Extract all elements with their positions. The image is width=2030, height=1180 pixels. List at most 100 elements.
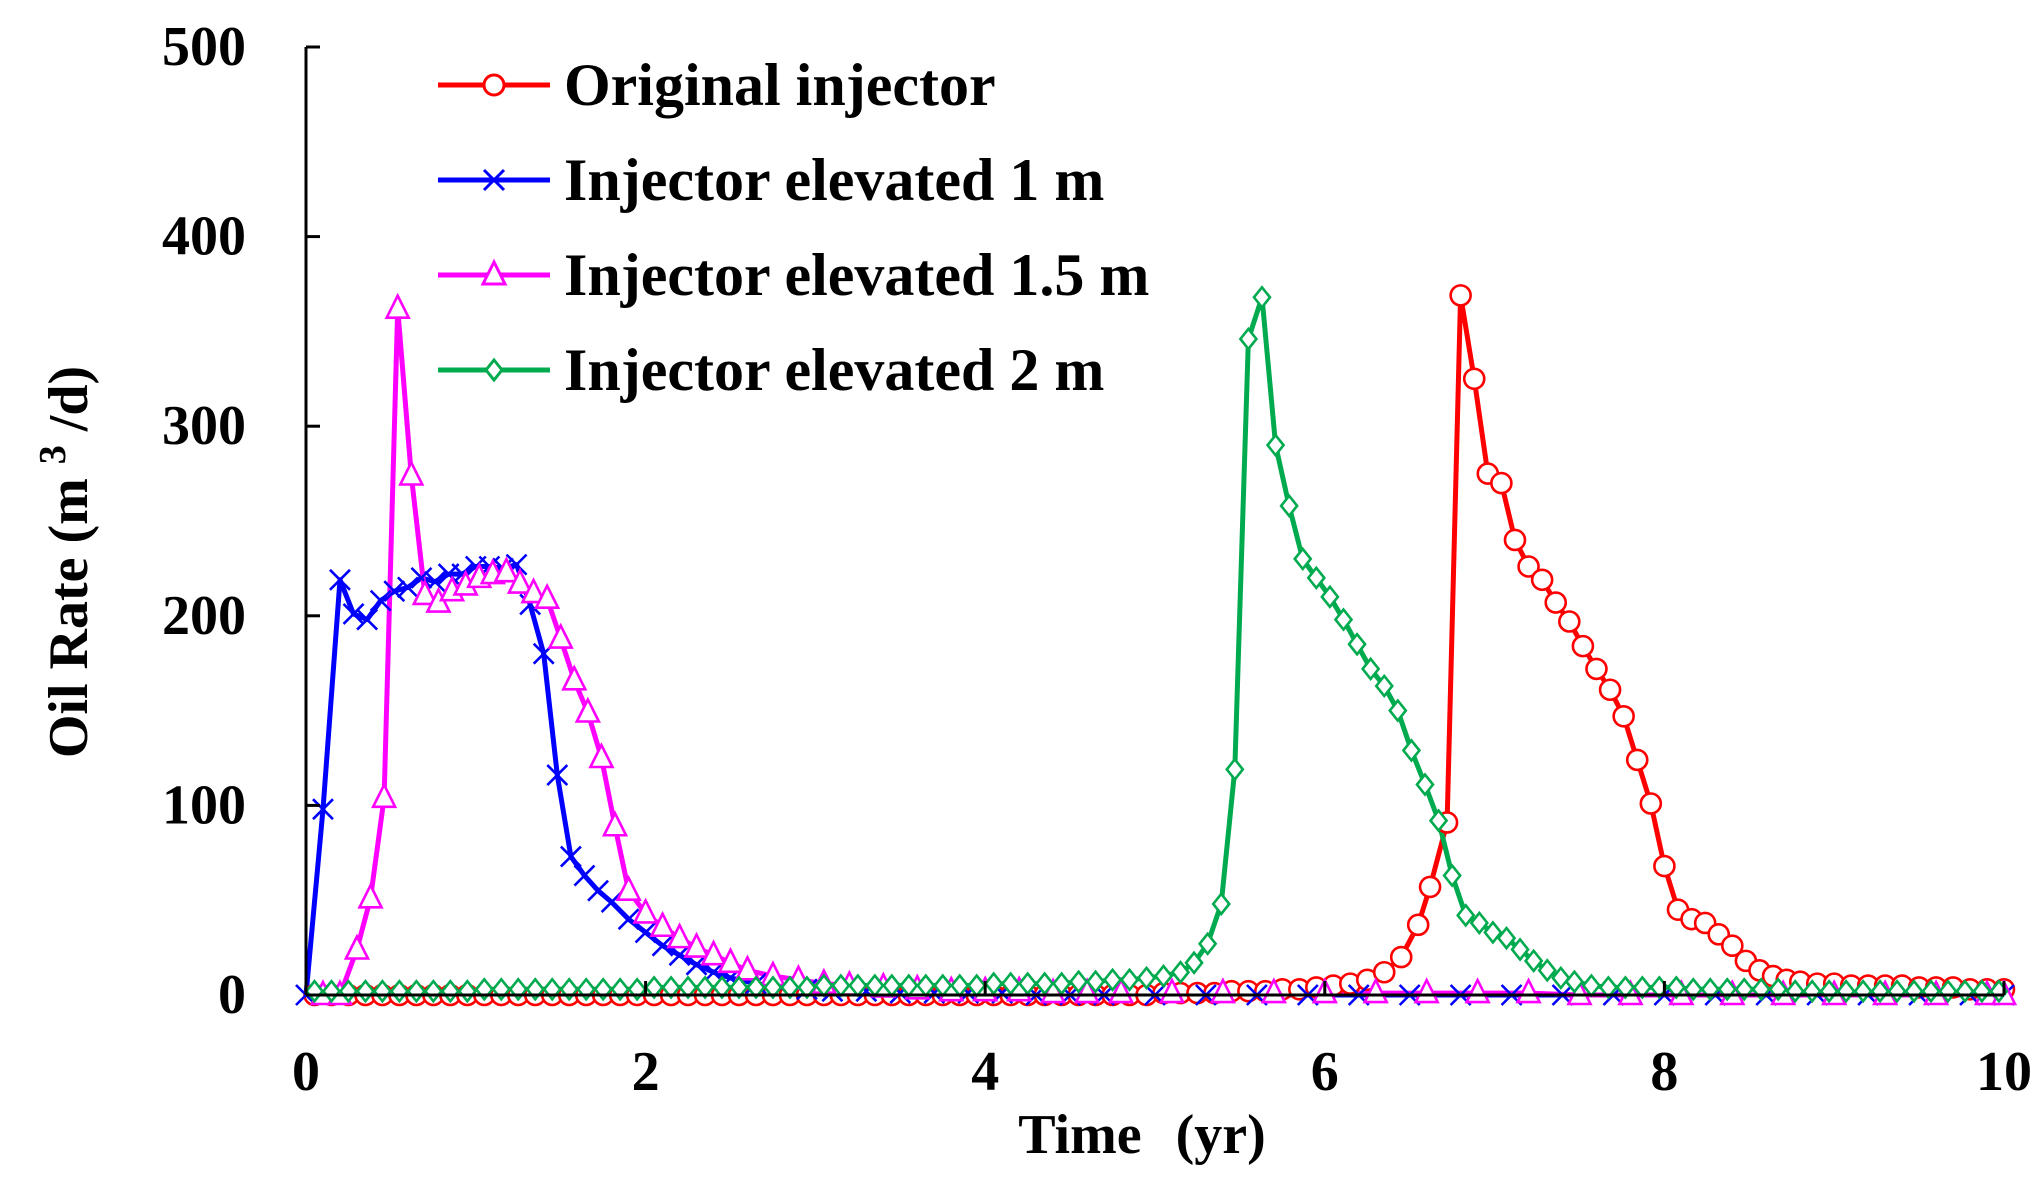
data-point-diamond	[1666, 975, 1686, 1000]
data-point-diamond	[1374, 673, 1394, 699]
data-point-triangle	[1209, 977, 1237, 1004]
data-point-diamond	[1293, 546, 1313, 572]
data-point-triangle	[1515, 977, 1542, 1004]
y-tick-label: 500	[162, 16, 246, 78]
data-point-x	[482, 168, 506, 192]
data-point-diamond	[1632, 975, 1652, 1000]
axes: 0 100 200 300 400 500 0 2 4 6 8 10	[162, 16, 2030, 1103]
data-point-diamond	[1469, 910, 1489, 936]
x-tick-label: 4	[971, 1041, 999, 1103]
data-point-diamond	[1564, 969, 1585, 994]
data-point-triangle	[371, 781, 398, 809]
data-point-triangle	[683, 931, 710, 958]
data-point-diamond	[1523, 948, 1544, 973]
data-point-diamond	[678, 975, 698, 1000]
data-point-diamond	[644, 975, 664, 1000]
data-point-diamond	[1265, 433, 1286, 458]
data-point-circle	[1625, 748, 1649, 772]
data-point-circle	[1544, 591, 1568, 614]
data-point-diamond	[797, 975, 817, 1000]
data-point-diamond	[1551, 965, 1571, 991]
legend: Original injector Injector elevated 1 m In…	[438, 52, 1149, 403]
legend-item-1: Original injector	[438, 52, 996, 118]
x-axis-unit: (yr)	[1176, 1104, 1266, 1166]
data-point-triangle	[1362, 977, 1389, 1004]
data-point-diamond	[763, 975, 783, 1000]
data-point-x	[685, 953, 708, 976]
legend-item-2: Injector elevated 1 m	[438, 147, 1104, 213]
data-point-triangle	[1464, 977, 1491, 1004]
data-point-circle	[1530, 568, 1554, 592]
legend-label: Injector elevated 1 m	[564, 147, 1104, 213]
data-point-diamond	[1615, 975, 1636, 1000]
data-point-triangle	[343, 933, 371, 960]
x-tick-label: 0	[292, 1041, 320, 1103]
data-point-x	[651, 934, 674, 957]
data-point-triangle	[561, 664, 588, 691]
data-point-x	[559, 845, 582, 868]
data-point-diamond	[1510, 937, 1530, 962]
data-point-x	[410, 566, 433, 589]
y-tick-label: 400	[162, 206, 246, 268]
y-axis-label-suffix: /d)	[38, 366, 100, 432]
data-point-diamond	[484, 357, 504, 383]
data-point-diamond	[1184, 950, 1204, 975]
x-ticks: 0 2 4 6 8 10	[292, 981, 2030, 1103]
data-point-diamond	[1279, 493, 1299, 518]
data-point-triangle	[1413, 977, 1440, 1004]
y-tick-label: 300	[162, 395, 246, 457]
series-markers	[295, 284, 2018, 1007]
data-point-diamond	[1102, 967, 1123, 992]
data-point-x	[587, 879, 609, 902]
data-point-triangle	[411, 579, 438, 606]
data-point-x	[634, 921, 657, 944]
data-point-circle	[1462, 367, 1486, 391]
data-point-diamond	[695, 975, 715, 1000]
y-tick-label: 200	[162, 585, 246, 647]
data-point-triangle	[384, 292, 411, 319]
data-point-circle	[1598, 678, 1622, 702]
data-point-x	[383, 580, 406, 603]
data-point-triangle	[717, 946, 744, 974]
data-point-triangle	[649, 910, 676, 938]
data-point-circle	[1490, 471, 1513, 495]
y-axis-label-sup: 3	[32, 445, 74, 464]
data-point-diamond	[1197, 931, 1218, 956]
x-tick-label: 6	[1311, 1041, 1339, 1103]
legend-item-4: Injector elevated 2 m	[438, 337, 1104, 403]
data-point-circle	[1418, 875, 1442, 899]
x-axis-label: Time	[1018, 1104, 1141, 1166]
data-point-diamond	[661, 975, 681, 1000]
data-point-triangle	[493, 556, 520, 583]
data-point-circle	[1612, 704, 1635, 728]
x-tick-label: 2	[632, 1041, 660, 1103]
data-point-diamond	[780, 975, 800, 1000]
data-point-triangle	[1073, 977, 1101, 1004]
data-point-diamond	[1238, 326, 1259, 352]
data-point-diamond	[1388, 698, 1408, 723]
data-point-diamond	[1119, 967, 1140, 992]
data-point-x	[600, 891, 623, 914]
data-point-diamond	[1598, 975, 1619, 1000]
y-axis-title: Oil Rate (m 3 /d)	[16, 366, 100, 758]
data-point-diamond	[1537, 958, 1557, 983]
y-ticks: 0 100 200 300 400 500	[162, 16, 320, 1026]
data-point-triangle	[574, 696, 601, 723]
data-point-diamond	[1306, 565, 1326, 590]
data-point-diamond	[1428, 808, 1449, 833]
data-point-triangle	[398, 459, 425, 486]
data-point-triangle	[700, 939, 727, 966]
data-point-x	[356, 608, 379, 631]
data-point-triangle	[520, 577, 547, 604]
data-point-x	[668, 944, 691, 967]
data-point-x	[396, 576, 419, 599]
data-point-triangle	[588, 742, 615, 769]
y-tick-label: 100	[162, 774, 246, 836]
data-point-diamond	[1211, 891, 1231, 917]
data-point-circle	[1653, 854, 1676, 878]
data-point-x	[546, 764, 569, 786]
data-point-circle	[1721, 934, 1744, 958]
data-point-diamond	[1252, 285, 1272, 310]
data-point-circle	[1517, 555, 1540, 578]
data-point-triangle	[1260, 977, 1287, 1004]
